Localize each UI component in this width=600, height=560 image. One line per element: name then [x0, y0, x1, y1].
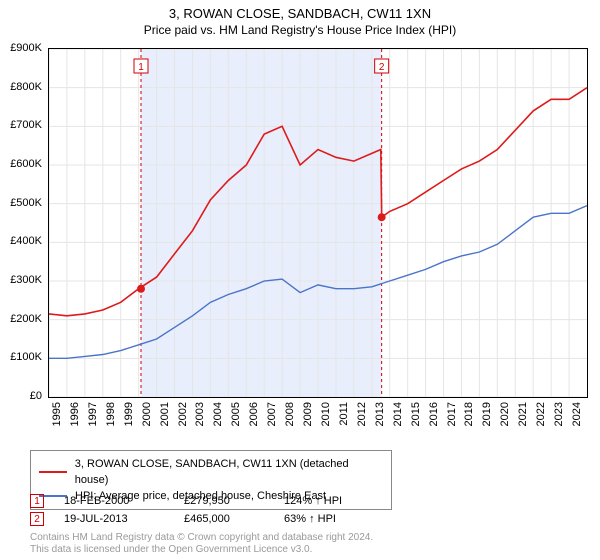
x-tick-label: 2000: [141, 402, 153, 426]
x-tick-label: 2006: [248, 402, 260, 426]
x-tick-label: 2016: [428, 402, 440, 426]
x-tick-label: 2002: [177, 402, 189, 426]
chart-title: 3, ROWAN CLOSE, SANDBACH, CW11 1XN: [0, 0, 600, 21]
x-tick-label: 2011: [338, 402, 350, 426]
x-tick-label: 2003: [194, 402, 206, 426]
y-tick-label: £200K: [10, 313, 42, 325]
transaction-pct: 124% ↑ HPI: [284, 495, 374, 507]
x-tick-label: 2010: [320, 402, 332, 426]
x-tick-label: 2001: [159, 402, 171, 426]
marker-badge: 2: [30, 512, 44, 526]
svg-text:2: 2: [379, 62, 385, 73]
x-tick-label: 1996: [69, 402, 81, 426]
x-tick-label: 1998: [105, 402, 117, 426]
chart-svg: 12: [49, 49, 587, 397]
x-tick-label: 2014: [392, 402, 404, 426]
transaction-date: 18-FEB-2000: [64, 495, 164, 507]
y-tick-label: £600K: [10, 158, 42, 170]
copyright-line: Contains HM Land Registry data © Crown c…: [30, 532, 373, 544]
transaction-price: £465,000: [184, 513, 264, 525]
x-tick-label: 2020: [499, 402, 511, 426]
y-tick-label: £900K: [10, 42, 42, 54]
y-tick-label: £400K: [10, 235, 42, 247]
chart-container: 3, ROWAN CLOSE, SANDBACH, CW11 1XN Price…: [0, 0, 600, 560]
x-tick-label: 2009: [302, 402, 314, 426]
transaction-date: 19-JUL-2013: [64, 513, 164, 525]
x-tick-label: 2018: [463, 402, 475, 426]
copyright-line: This data is licensed under the Open Gov…: [30, 544, 373, 556]
x-tick-label: 2019: [481, 402, 493, 426]
x-tick-label: 1999: [123, 402, 135, 426]
copyright-notice: Contains HM Land Registry data © Crown c…: [30, 532, 373, 556]
y-tick-label: £100K: [10, 351, 42, 363]
x-tick-label: 2004: [212, 402, 224, 426]
x-tick-label: 1995: [51, 402, 63, 426]
y-tick-label: £0: [30, 390, 42, 402]
transaction-price: £279,950: [184, 495, 264, 507]
chart-subtitle: Price paid vs. HM Land Registry's House …: [0, 21, 600, 41]
x-tick-label: 2024: [571, 402, 583, 426]
x-tick-label: 2005: [230, 402, 242, 426]
x-tick-label: 2023: [553, 402, 565, 426]
x-tick-label: 2008: [284, 402, 296, 426]
x-tick-label: 2022: [535, 402, 547, 426]
legend-item: 3, ROWAN CLOSE, SANDBACH, CW11 1XN (deta…: [39, 456, 383, 488]
y-tick-label: £800K: [10, 81, 42, 93]
transaction-pct: 63% ↑ HPI: [284, 513, 374, 525]
transaction-row: 1 18-FEB-2000 £279,950 124% ↑ HPI: [30, 492, 374, 510]
x-tick-label: 2007: [266, 402, 278, 426]
x-axis-labels: 1995 1996 1997 1998 1999 2000 2001 2002 2003 2004…: [48, 398, 588, 438]
legend-label: 3, ROWAN CLOSE, SANDBACH, CW11 1XN (deta…: [75, 456, 383, 488]
x-tick-label: 2012: [356, 402, 368, 426]
y-tick-label: £700K: [10, 119, 42, 131]
x-tick-label: 2021: [517, 402, 529, 426]
x-tick-label: 2017: [446, 402, 458, 426]
x-tick-label: 2015: [410, 402, 422, 426]
svg-text:1: 1: [138, 62, 144, 73]
transaction-row: 2 19-JUL-2013 £465,000 63% ↑ HPI: [30, 510, 374, 528]
y-axis-labels: £0£100K£200K£300K£400K£500K£600K£700K£80…: [0, 48, 46, 398]
legend-swatch: [39, 471, 67, 473]
transaction-table: 1 18-FEB-2000 £279,950 124% ↑ HPI 2 19-J…: [30, 492, 374, 528]
y-tick-label: £500K: [10, 197, 42, 209]
y-tick-label: £300K: [10, 274, 42, 286]
x-tick-label: 2013: [374, 402, 386, 426]
plot-area: 12: [48, 48, 588, 398]
marker-badge: 1: [30, 494, 44, 508]
x-tick-label: 1997: [87, 402, 99, 426]
